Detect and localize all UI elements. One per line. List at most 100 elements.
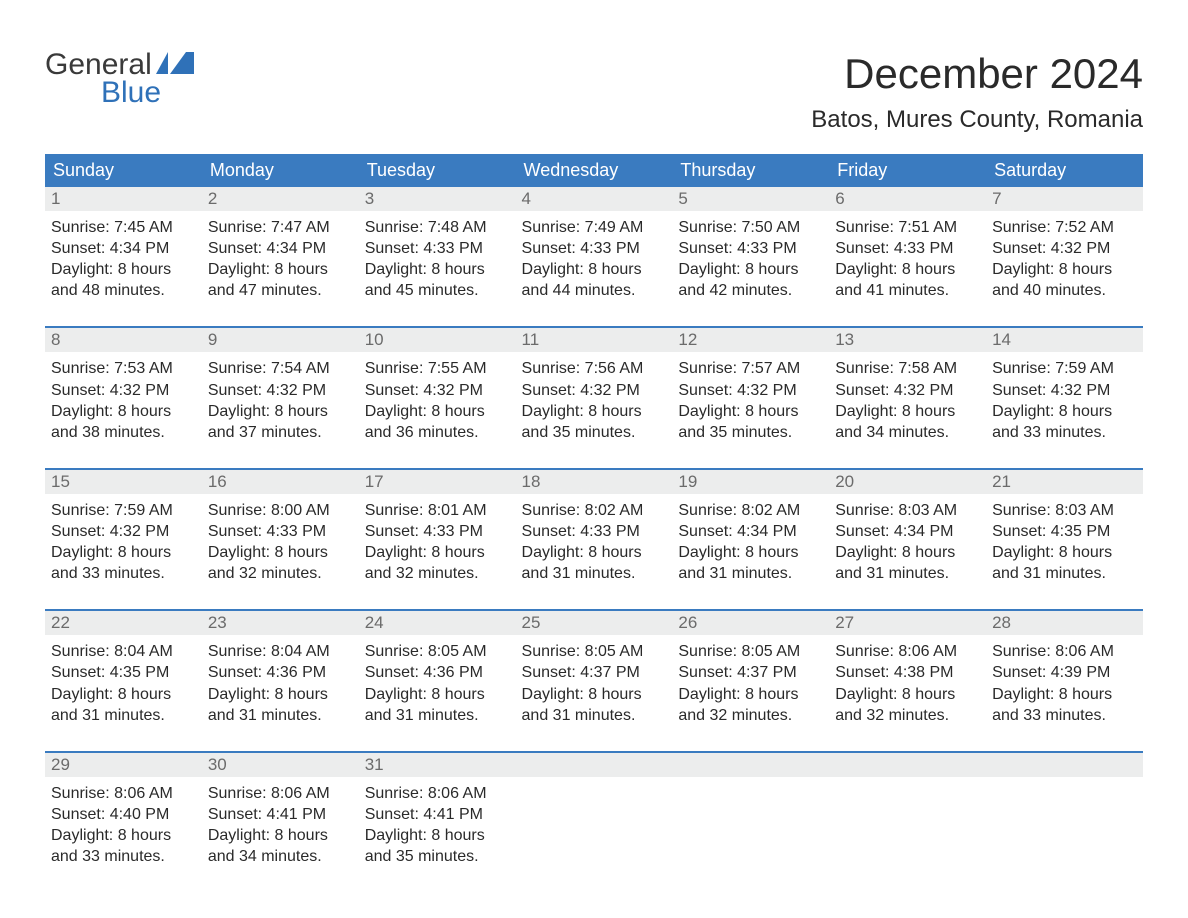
sunset-value: 4:32 PM — [992, 380, 1137, 401]
day-content-cell — [516, 777, 673, 871]
day-content-cell: 7:51 AM4:33 PMDaylight: 8 hours and 41 m… — [829, 211, 986, 305]
sunset-value: 4:32 PM — [522, 380, 667, 401]
sunrise-value: 8:06 AM — [51, 783, 196, 804]
week-separator — [45, 588, 1143, 610]
sunrise-value: 8:05 AM — [365, 641, 510, 662]
day-content-cell: 7:53 AM4:32 PMDaylight: 8 hours and 38 m… — [45, 352, 202, 446]
sunset-value: 4:34 PM — [208, 238, 353, 259]
day-content-cell: 7:57 AM4:32 PMDaylight: 8 hours and 35 m… — [672, 352, 829, 446]
daylight-value: Daylight: 8 hours and 36 minutes. — [365, 401, 510, 443]
weekday-header-row: Sunday Monday Tuesday Wednesday Thursday… — [45, 154, 1143, 187]
daylight-value: Daylight: 8 hours and 31 minutes. — [51, 684, 196, 726]
sunset-value: 4:32 PM — [678, 380, 823, 401]
day-number-row: 891011121314 — [45, 327, 1143, 352]
day-content-cell: 7:50 AM4:33 PMDaylight: 8 hours and 42 m… — [672, 211, 829, 305]
day-number-cell: 14 — [986, 327, 1143, 352]
sunrise-value: 7:59 AM — [51, 500, 196, 521]
daylight-value: Daylight: 8 hours and 33 minutes. — [992, 401, 1137, 443]
day-content-cell: 8:03 AM4:34 PMDaylight: 8 hours and 31 m… — [829, 494, 986, 588]
sunset-value: 4:32 PM — [992, 238, 1137, 259]
day-number-cell: 27 — [829, 610, 986, 635]
day-number-cell — [986, 752, 1143, 777]
sunrise-value: 7:54 AM — [208, 358, 353, 379]
daylight-value: Daylight: 8 hours and 38 minutes. — [51, 401, 196, 443]
day-content-cell: 8:06 AM4:40 PMDaylight: 8 hours and 33 m… — [45, 777, 202, 871]
daylight-value: Daylight: 8 hours and 33 minutes. — [992, 684, 1137, 726]
sunrise-value: 8:02 AM — [522, 500, 667, 521]
daylight-value: Daylight: 8 hours and 32 minutes. — [678, 684, 823, 726]
day-content-cell: 8:02 AM4:33 PMDaylight: 8 hours and 31 m… — [516, 494, 673, 588]
day-content-row: 7:59 AM4:32 PMDaylight: 8 hours and 33 m… — [45, 494, 1143, 588]
day-number-cell: 17 — [359, 469, 516, 494]
day-number-row: 22232425262728 — [45, 610, 1143, 635]
day-content-cell: 7:47 AM4:34 PMDaylight: 8 hours and 47 m… — [202, 211, 359, 305]
sunset-value: 4:33 PM — [835, 238, 980, 259]
day-content-cell — [672, 777, 829, 871]
sunrise-value: 7:56 AM — [522, 358, 667, 379]
sunrise-value: 7:50 AM — [678, 217, 823, 238]
sunrise-value: 8:03 AM — [992, 500, 1137, 521]
day-number-cell: 1 — [45, 187, 202, 211]
day-number-cell: 5 — [672, 187, 829, 211]
day-content-cell: 8:06 AM4:39 PMDaylight: 8 hours and 33 m… — [986, 635, 1143, 729]
day-content-cell: 7:45 AM4:34 PMDaylight: 8 hours and 48 m… — [45, 211, 202, 305]
day-content-cell: 7:52 AM4:32 PMDaylight: 8 hours and 40 m… — [986, 211, 1143, 305]
sunset-value: 4:34 PM — [678, 521, 823, 542]
day-number-cell: 16 — [202, 469, 359, 494]
day-number-cell — [516, 752, 673, 777]
weekday-friday: Friday — [829, 154, 986, 187]
sunset-value: 4:33 PM — [522, 238, 667, 259]
month-title: December 2024 — [811, 50, 1143, 98]
sunrise-value: 7:48 AM — [365, 217, 510, 238]
day-content-cell: 7:48 AM4:33 PMDaylight: 8 hours and 45 m… — [359, 211, 516, 305]
daylight-value: Daylight: 8 hours and 31 minutes. — [835, 542, 980, 584]
daylight-value: Daylight: 8 hours and 35 minutes. — [365, 825, 510, 867]
daylight-value: Daylight: 8 hours and 34 minutes. — [208, 825, 353, 867]
day-number-cell: 8 — [45, 327, 202, 352]
sunrise-value: 8:04 AM — [208, 641, 353, 662]
day-content-cell: 7:54 AM4:32 PMDaylight: 8 hours and 37 m… — [202, 352, 359, 446]
daylight-value: Daylight: 8 hours and 37 minutes. — [208, 401, 353, 443]
sunset-value: 4:33 PM — [678, 238, 823, 259]
daylight-value: Daylight: 8 hours and 33 minutes. — [51, 825, 196, 867]
day-number-cell: 20 — [829, 469, 986, 494]
day-content-row: 7:53 AM4:32 PMDaylight: 8 hours and 38 m… — [45, 352, 1143, 446]
day-number-cell: 7 — [986, 187, 1143, 211]
sunset-value: 4:36 PM — [365, 662, 510, 683]
week-separator — [45, 447, 1143, 469]
weekday-sunday: Sunday — [45, 154, 202, 187]
day-content-cell: 8:05 AM4:37 PMDaylight: 8 hours and 32 m… — [672, 635, 829, 729]
sunrise-value: 7:51 AM — [835, 217, 980, 238]
sunset-value: 4:37 PM — [522, 662, 667, 683]
sunset-value: 4:38 PM — [835, 662, 980, 683]
sunset-value: 4:34 PM — [51, 238, 196, 259]
sunset-value: 4:32 PM — [835, 380, 980, 401]
title-block: December 2024 Batos, Mures County, Roman… — [811, 50, 1143, 134]
sunrise-value: 7:49 AM — [522, 217, 667, 238]
day-number-cell: 19 — [672, 469, 829, 494]
sunrise-value: 8:06 AM — [208, 783, 353, 804]
sunset-value: 4:39 PM — [992, 662, 1137, 683]
sunset-value: 4:35 PM — [992, 521, 1137, 542]
daylight-value: Daylight: 8 hours and 47 minutes. — [208, 259, 353, 301]
day-number-cell: 31 — [359, 752, 516, 777]
daylight-value: Daylight: 8 hours and 45 minutes. — [365, 259, 510, 301]
day-content-cell: 7:59 AM4:32 PMDaylight: 8 hours and 33 m… — [986, 352, 1143, 446]
day-content-cell: 8:03 AM4:35 PMDaylight: 8 hours and 31 m… — [986, 494, 1143, 588]
day-number-cell: 11 — [516, 327, 673, 352]
sunset-value: 4:36 PM — [208, 662, 353, 683]
brand-logo: General Blue — [45, 50, 194, 108]
daylight-value: Daylight: 8 hours and 32 minutes. — [208, 542, 353, 584]
header: General Blue December 2024 Batos, Mures … — [45, 50, 1143, 134]
day-content-cell — [829, 777, 986, 871]
sunrise-value: 7:55 AM — [365, 358, 510, 379]
day-content-row: 8:06 AM4:40 PMDaylight: 8 hours and 33 m… — [45, 777, 1143, 871]
weekday-tuesday: Tuesday — [359, 154, 516, 187]
sunset-value: 4:32 PM — [51, 521, 196, 542]
brand-word-2: Blue — [45, 78, 194, 108]
sunrise-value: 8:06 AM — [835, 641, 980, 662]
day-number-row: 293031 — [45, 752, 1143, 777]
week-separator — [45, 305, 1143, 327]
sunset-value: 4:32 PM — [365, 380, 510, 401]
day-content-cell: 7:56 AM4:32 PMDaylight: 8 hours and 35 m… — [516, 352, 673, 446]
